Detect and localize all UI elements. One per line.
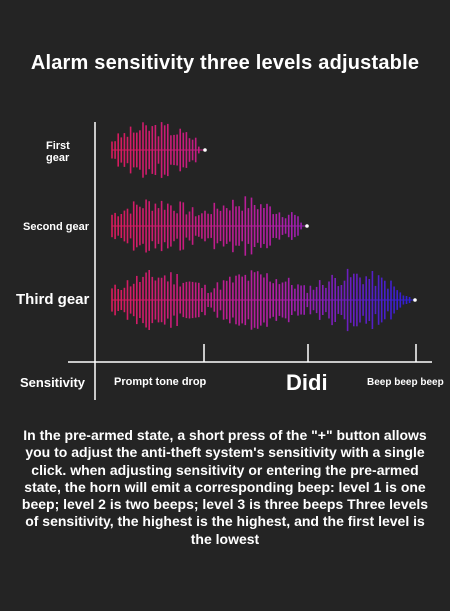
tick-label-prompt-tone-drop: Prompt tone drop <box>114 376 207 388</box>
gear-label-second-text: Second gear <box>23 221 90 233</box>
gear-label-third: Third gear <box>16 292 89 308</box>
tick-label-beep-beep-beep: Beep beep beep <box>367 377 444 388</box>
gear-label-second: Second gear <box>23 221 89 233</box>
sensitivity-axis-label: Sensitivity <box>20 375 86 390</box>
gear-label-third-text: Third gear <box>16 291 90 308</box>
page-title: Alarm sensitivity three levels adjustabl… <box>30 52 420 74</box>
waveform-end-dot <box>203 148 207 152</box>
tick-label-didi: Didi <box>286 370 328 395</box>
waveform-end-dot <box>413 298 417 302</box>
description-text: In the pre-armed state, a short press of… <box>21 427 429 547</box>
waveform-end-dot <box>305 224 309 228</box>
gear-label-first-text: First gear <box>46 140 70 164</box>
waveforms <box>111 122 417 332</box>
axes <box>68 122 432 400</box>
gear-label-first: First gear <box>46 140 90 164</box>
